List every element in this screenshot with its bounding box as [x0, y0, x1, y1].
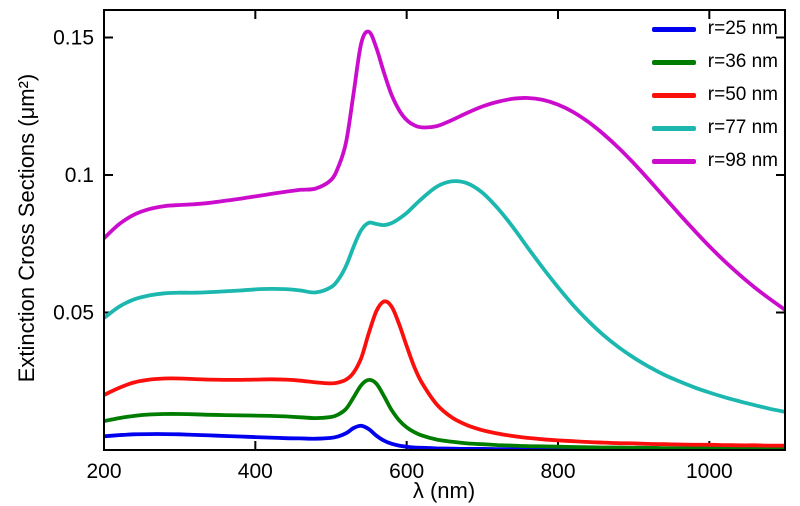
y-tick-label: 0.15	[53, 27, 94, 50]
legend-swatch	[651, 125, 696, 131]
legend-entry-r-25-nm: r=25 nm	[651, 18, 778, 40]
x-tick-label: 1000	[686, 460, 733, 483]
legend-entry-r-36-nm: r=36 nm	[651, 51, 778, 73]
legend-label: r=77 nm	[707, 117, 778, 138]
series-line-r-98-nm	[104, 29, 785, 312]
legend-swatch	[651, 26, 696, 32]
series-line-r-77-nm	[104, 179, 785, 414]
legend-label: r=25 nm	[707, 18, 778, 39]
legend-entry-r-50-nm: r=50 nm	[651, 84, 778, 106]
axes-box	[103, 9, 786, 451]
legend-swatch	[651, 92, 696, 98]
x-tick-label: 200	[86, 460, 121, 483]
y-tick-label: 0.05	[53, 302, 94, 325]
y-axis-label: Extinction Cross Sections (μm²)	[14, 73, 39, 383]
legend: r=25 nm r=36 nm r=50 nm r=77 nm r=98 nm	[651, 18, 778, 172]
legend-label: r=98 nm	[707, 150, 778, 171]
legend-swatch	[651, 59, 696, 65]
series-line-r-36-nm	[104, 377, 785, 450]
legend-entry-r-77-nm: r=77 nm	[651, 117, 778, 139]
x-tick-label: 400	[238, 460, 273, 483]
legend-label: r=50 nm	[707, 84, 778, 105]
y-tick-label: 0.1	[65, 164, 94, 187]
series-line-r-50-nm	[104, 299, 785, 448]
x-axis-label: λ (nm)	[412, 478, 476, 503]
x-tick-label: 600	[389, 460, 424, 483]
legend-swatch	[651, 158, 696, 164]
legend-label: r=36 nm	[707, 51, 778, 72]
legend-entry-r-98-nm: r=98 nm	[651, 150, 778, 172]
x-tick-label: 800	[540, 460, 575, 483]
